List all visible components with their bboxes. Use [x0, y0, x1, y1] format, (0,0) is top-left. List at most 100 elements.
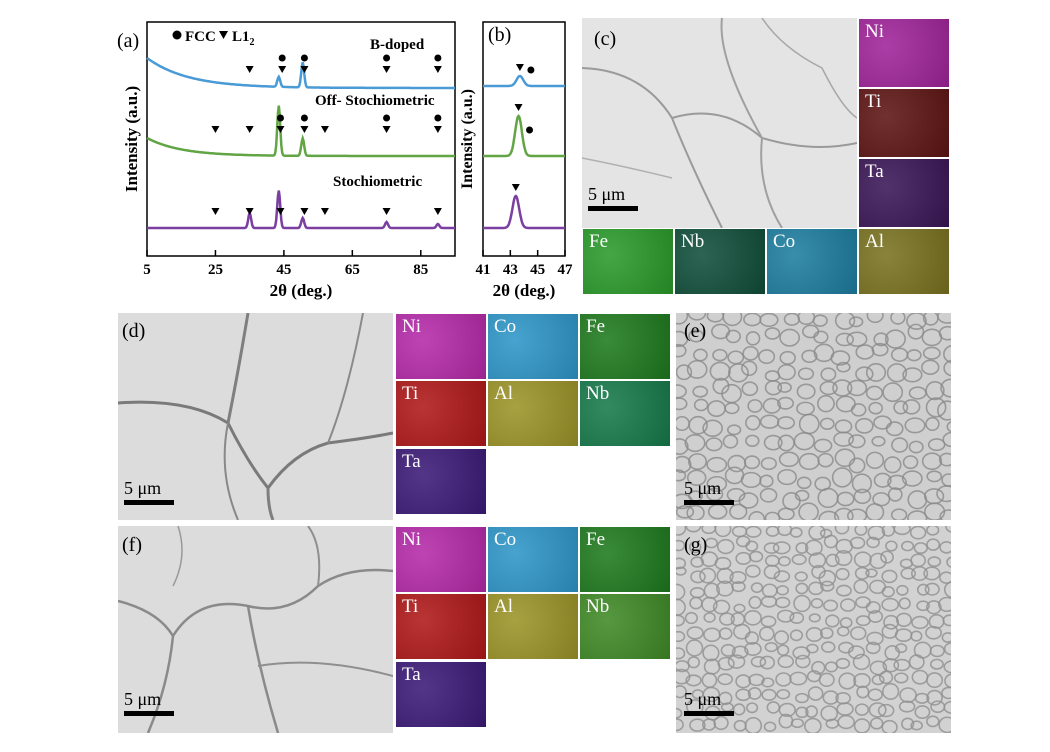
cell-wall [765, 526, 780, 537]
cell-wall [890, 508, 908, 520]
l12-peak-marker [245, 208, 254, 215]
cell-wall [895, 612, 912, 628]
cell-wall [731, 526, 748, 538]
cell-wall [865, 385, 884, 401]
cell-wall [709, 361, 731, 381]
eds-map-label: Co [773, 231, 796, 252]
l12-peak-marker [276, 208, 285, 215]
cell-wall [865, 451, 885, 470]
cell-wall [853, 579, 869, 594]
cell-wall [688, 329, 704, 343]
fcc-peak-marker [300, 54, 308, 62]
panel-label-c: (c) [594, 28, 617, 50]
cell-wall [760, 595, 778, 608]
cell-wall [791, 553, 807, 566]
cell-wall [808, 581, 824, 596]
cell-wall [910, 720, 923, 731]
cell-wall [720, 643, 736, 657]
sem-image-g [676, 526, 951, 733]
x-tick-label-b: 47 [558, 262, 574, 278]
cell-wall [867, 526, 886, 541]
scale-bar-d: 5 μm [124, 478, 174, 505]
cell-wall [881, 586, 895, 598]
eds-map-ni: Ni [395, 526, 487, 593]
cell-wall [764, 554, 780, 567]
cell-structure-g [676, 526, 951, 733]
cell-wall [848, 434, 866, 449]
cell-wall [735, 551, 752, 566]
cell-wall [929, 644, 945, 658]
eds-map-label: Co [494, 316, 517, 337]
l12-peak-marker [382, 66, 391, 73]
cell-wall [686, 504, 705, 520]
cell-wall [881, 597, 900, 612]
cell-wall [777, 526, 793, 537]
cell-wall [866, 313, 884, 324]
scale-bar-g: 5 μm [684, 689, 734, 716]
cell-wall [713, 715, 729, 731]
cell-wall [823, 534, 838, 549]
cell-wall [914, 705, 931, 719]
cell-wall [881, 719, 898, 733]
cell-wall [701, 672, 718, 689]
cell-wall [689, 587, 706, 599]
cell-wall [729, 571, 747, 585]
cell-wall [793, 431, 815, 451]
eds-map-ni: Ni [395, 313, 487, 380]
cell-wall [946, 556, 951, 568]
cell-wall [716, 567, 734, 585]
panel-label-f: (f) [122, 534, 142, 556]
cell-wall [849, 536, 866, 550]
cell-wall [763, 434, 783, 451]
cell-wall [867, 609, 884, 623]
cell-wall [820, 580, 835, 592]
plot-frame-b [482, 21, 566, 257]
eds-map-label: Al [494, 596, 513, 617]
cell-wall [795, 706, 809, 719]
cell-wall [745, 526, 762, 538]
cell-wall [881, 569, 898, 584]
cell-wall [748, 511, 766, 520]
cell-wall [743, 313, 762, 327]
cell-wall [871, 674, 885, 686]
cell-wall [759, 414, 780, 429]
cell-wall [676, 469, 687, 482]
cell-wall [893, 672, 909, 684]
fcc-peak-marker [300, 114, 308, 122]
cell-wall [886, 363, 908, 383]
eds-map-label: Nb [586, 596, 610, 617]
cell-wall [825, 553, 840, 568]
cell-wall [923, 566, 941, 581]
cell-wall [855, 615, 871, 627]
cell-wall [908, 440, 924, 454]
cell-wall [911, 615, 929, 630]
cell-wall [884, 645, 901, 661]
cell-wall [686, 359, 708, 379]
cell-wall [776, 585, 790, 596]
cell-wall [790, 718, 805, 729]
cell-wall [718, 612, 735, 626]
eds-map-al: Al [487, 380, 579, 447]
cell-wall [945, 526, 951, 533]
cell-wall [893, 400, 909, 415]
cell-wall [867, 688, 883, 702]
cell-wall [834, 526, 850, 535]
cell-wall [908, 386, 927, 400]
cell-wall [759, 474, 774, 488]
cell-wall [717, 656, 735, 671]
cell-wall [779, 350, 796, 365]
cell-wall [686, 469, 707, 487]
cell-wall [747, 399, 763, 413]
panel-label-b: (b) [488, 24, 512, 46]
cell-wall [727, 454, 747, 473]
cell-wall [818, 510, 840, 520]
cell-wall [939, 541, 951, 554]
cell-wall [833, 507, 854, 520]
eds-map-label: Ni [402, 316, 421, 337]
eds-map-co: Co [766, 228, 858, 295]
cell-wall [803, 717, 822, 733]
cell-wall [689, 596, 703, 610]
eds-map-label: Al [494, 383, 513, 404]
cell-wall [831, 467, 853, 488]
cell-wall [830, 350, 851, 366]
